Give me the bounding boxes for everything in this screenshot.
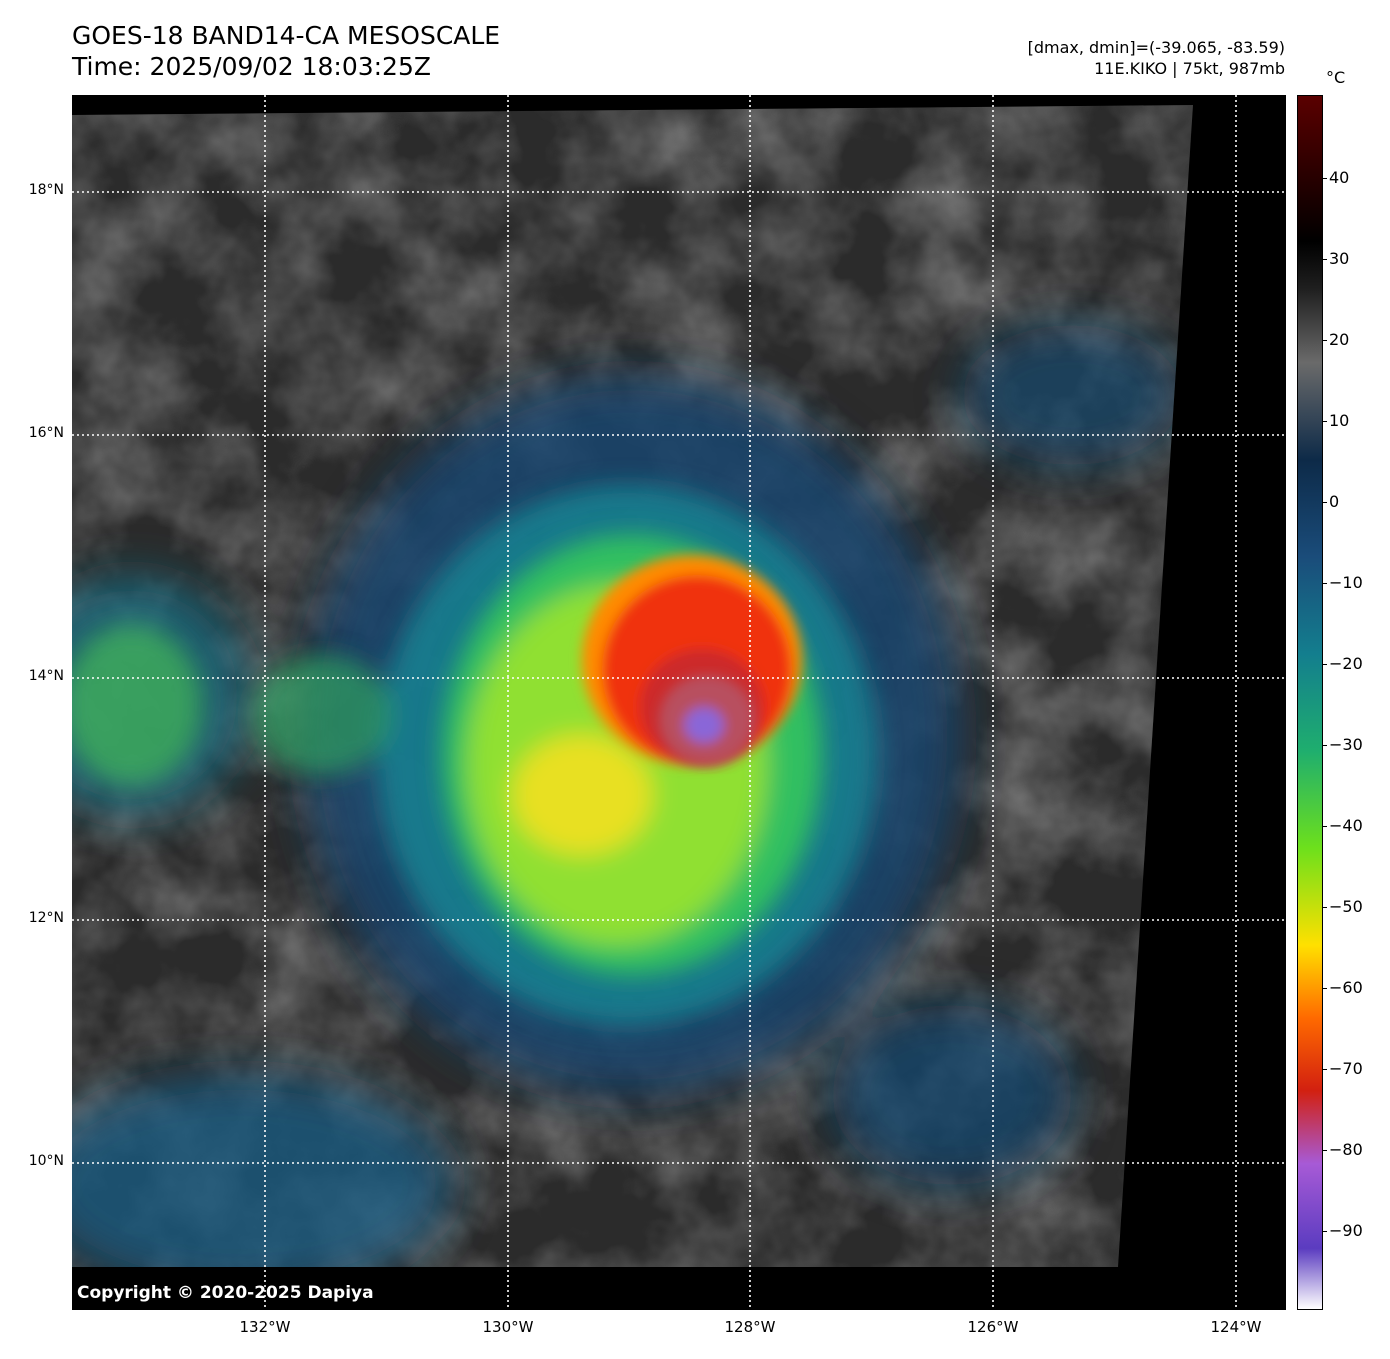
range-readout: [dmax, dmin]=(-39.065, -83.59) — [1027, 38, 1285, 57]
colorbar-unit: °C — [1326, 68, 1346, 87]
colorbar-tick-label: −40 — [1329, 816, 1363, 835]
lon-label-128w: 128°W — [724, 1318, 776, 1336]
colorbar-tick-label: −80 — [1329, 1140, 1363, 1159]
colorbar-tick-label: −70 — [1329, 1059, 1363, 1078]
colorbar-tick-mark — [1322, 502, 1327, 503]
colorbar-tick-mark — [1322, 907, 1327, 908]
colorbar-tick-label: −30 — [1329, 735, 1363, 754]
colorbar-tick-mark — [1322, 826, 1327, 827]
graticule — [72, 95, 1286, 1310]
colorbar-tick-mark — [1322, 664, 1327, 665]
satellite-imagery — [72, 95, 1286, 1310]
colorbar-tick-mark — [1322, 1069, 1327, 1070]
colorbar-tick-label: 0 — [1329, 492, 1340, 511]
colorbar-tick-label: −10 — [1329, 573, 1363, 592]
colorbar-tick-label: −50 — [1329, 897, 1363, 916]
lon-label-130w: 130°W — [482, 1318, 534, 1336]
chart-title: GOES-18 BAND14-CA MESOSCALE — [72, 21, 501, 50]
colorbar-tick-mark — [1322, 340, 1327, 341]
satellite-map: Copyright © 2020-2025 Dapiya — [72, 95, 1286, 1310]
colorbar-tick-mark — [1322, 583, 1327, 584]
colorbar-tick-label: 30 — [1329, 249, 1350, 268]
info-block: [dmax, dmin]=(-39.065, -83.59) 11E.KIKO … — [1028, 37, 1285, 79]
colorbar-tick-mark — [1322, 1231, 1327, 1232]
colorbar-tick-mark — [1322, 259, 1327, 260]
lat-label-12n: 12°N — [28, 910, 64, 926]
colorbar-tick-label: 10 — [1329, 411, 1350, 430]
swath — [72, 105, 1193, 1267]
lat-label-16n: 16°N — [28, 425, 64, 441]
colorbar-tick-label: −20 — [1329, 654, 1363, 673]
colorbar-tick-mark — [1322, 988, 1327, 989]
storm-info: 11E.KIKO | 75kt, 987mb — [1094, 59, 1285, 78]
colorbar-tick-mark — [1322, 745, 1327, 746]
colorbar-tick-mark — [1322, 1150, 1327, 1151]
colorbar-tick-label: −60 — [1329, 978, 1363, 997]
chart-time: Time: 2025/09/02 18:03:25Z — [72, 52, 431, 81]
lat-label-10n: 10°N — [28, 1153, 64, 1169]
colorbar-tick-label: −90 — [1329, 1221, 1363, 1240]
colorbar-tick-mark — [1322, 178, 1327, 179]
lon-label-126w: 126°W — [967, 1318, 1019, 1336]
lon-label-124w: 124°W — [1210, 1318, 1262, 1336]
colorbar — [1297, 95, 1323, 1310]
colorbar-tick-mark — [1322, 421, 1327, 422]
lat-label-18n: 18°N — [28, 182, 64, 198]
title-block: GOES-18 BAND14-CA MESOSCALE Time: 2025/0… — [72, 20, 500, 82]
lon-label-132w: 132°W — [239, 1318, 291, 1336]
lat-label-14n: 14°N — [28, 668, 64, 684]
colorbar-tick-label: 40 — [1329, 168, 1350, 187]
copyright-text: Copyright © 2020-2025 Dapiya — [77, 1283, 374, 1303]
colorbar-tick-label: 20 — [1329, 330, 1350, 349]
